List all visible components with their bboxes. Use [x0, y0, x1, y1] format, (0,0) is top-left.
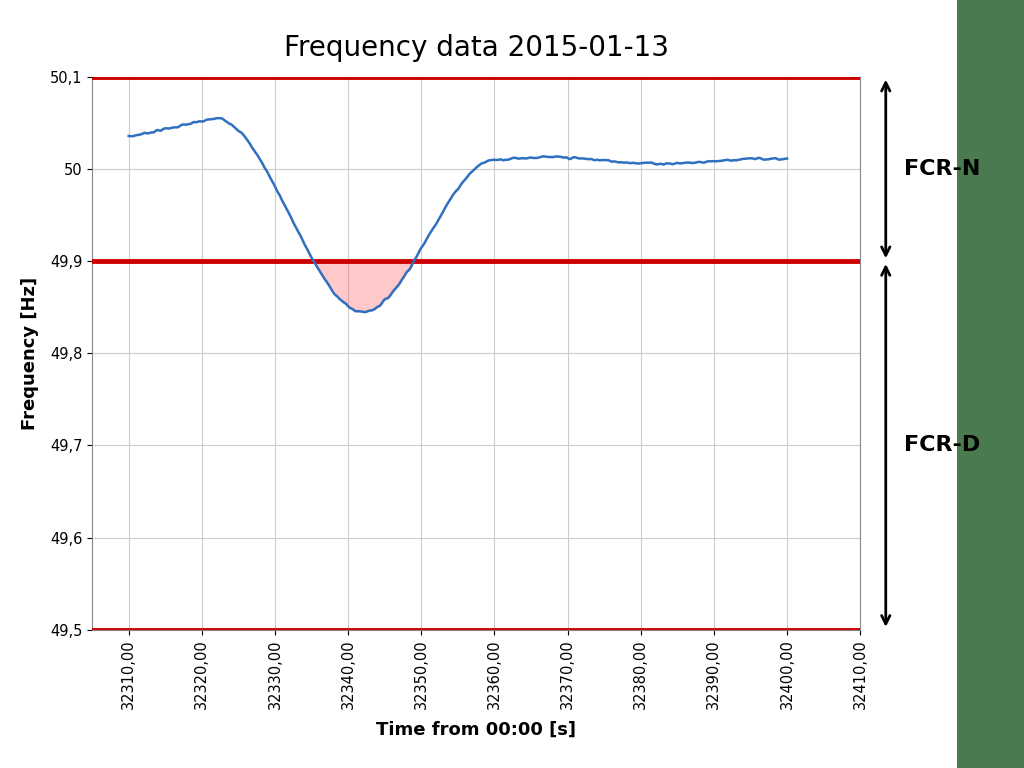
Text: FCR-D: FCR-D — [904, 435, 980, 455]
Title: Frequency data 2015-01-13: Frequency data 2015-01-13 — [284, 34, 669, 62]
Y-axis label: Frequency [Hz]: Frequency [Hz] — [20, 276, 39, 430]
X-axis label: Time from 00:00 [s]: Time from 00:00 [s] — [376, 720, 577, 739]
Text: FCR-N: FCR-N — [904, 159, 981, 179]
